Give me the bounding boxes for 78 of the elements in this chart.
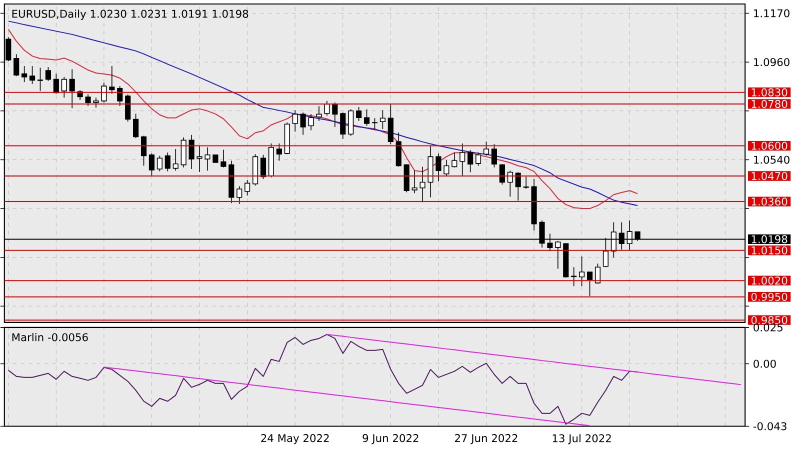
candlestick (188, 134, 194, 170)
candlestick (69, 68, 75, 108)
candlestick (483, 141, 490, 156)
candlestick (53, 73, 59, 94)
candlestick (324, 100, 330, 116)
candlestick (164, 152, 170, 172)
candlestick (468, 150, 474, 173)
candlestick (372, 118, 378, 130)
candlestick (452, 152, 458, 168)
x-tick-label: 24 May 2022 (261, 434, 329, 444)
ref-line-label: 0.9850 (751, 316, 788, 324)
ref-line-label: 0.9950 (751, 292, 788, 301)
candlestick (292, 110, 298, 132)
candlestick (14, 54, 20, 76)
ref-line-label: 1.0198 (752, 235, 788, 244)
candlestick (61, 76, 67, 98)
candlestick (356, 106, 362, 122)
ref-line-label: 1.0150 (752, 246, 788, 254)
candlestick (515, 172, 521, 201)
y-tick-label: 1.0540 (754, 156, 790, 164)
candlestick (109, 66, 115, 94)
candlestick (22, 66, 28, 82)
x-tick-label: 13 Jul 2022 (552, 434, 611, 444)
text: EURUSD,Daily 1.0230 1.0231 1.0191 1.0198 (12, 9, 248, 20)
y-tick-label: 0.025 (754, 323, 782, 332)
candlestick (204, 146, 210, 171)
candlestick (475, 152, 482, 166)
candlestick (117, 86, 123, 106)
y-tick-label: 0.00 (754, 360, 776, 368)
candlestick (125, 94, 131, 122)
candlestick (380, 110, 386, 130)
candlestick (260, 154, 266, 180)
candlestick (586, 271, 593, 296)
candlestick (499, 164, 505, 185)
candlestick (316, 106, 322, 122)
candlestick (332, 102, 338, 128)
candlestick (579, 256, 585, 286)
candlestick (236, 186, 242, 204)
candlestick (85, 94, 91, 106)
candlestick (491, 144, 497, 168)
x-tick-label: 27 Jun 2022 (454, 434, 518, 444)
ref-line-label: 1.0020 (752, 276, 788, 285)
y-tick-label: 1.0960 (754, 58, 790, 66)
candlestick (308, 114, 314, 131)
ref-line-label: 1.0470 (752, 172, 788, 180)
candlestick (93, 97, 99, 108)
x-tick-label: 9 Jun 2022 (362, 434, 418, 444)
candlestick (45, 66, 51, 82)
candlestick (172, 148, 178, 171)
candlestick (444, 159, 450, 176)
ref-line-label: 1.0600 (752, 142, 788, 150)
candlestick (340, 112, 346, 140)
candlestick (133, 113, 139, 138)
ref-line-label: 1.0780 (752, 100, 788, 108)
chart-title: Marlin -0.0056 (12, 332, 88, 342)
candlestick (37, 67, 44, 92)
y-tick-label: -0.043 (753, 422, 786, 430)
candlestick (220, 149, 226, 168)
y-tick-label: 1.1170 (754, 9, 790, 18)
candlestick (140, 135, 147, 166)
ref-line-label: 1.0830 (752, 88, 788, 96)
candlestick (300, 112, 306, 136)
candlestick (436, 152, 442, 182)
candlestick (276, 142, 282, 161)
candlestick (29, 66, 36, 84)
candlestick (196, 145, 202, 172)
candlestick (412, 170, 418, 194)
candlestick (420, 166, 426, 203)
candlestick (348, 108, 354, 136)
ref-line-label: 1.0360 (752, 197, 788, 206)
candlestick (244, 179, 250, 196)
candlestick (156, 155, 162, 172)
candlestick (364, 108, 370, 126)
candlestick (148, 152, 155, 176)
candlestick (523, 176, 529, 190)
candlestick (388, 104, 394, 144)
candlestick (101, 82, 107, 103)
candlestick (460, 142, 466, 176)
